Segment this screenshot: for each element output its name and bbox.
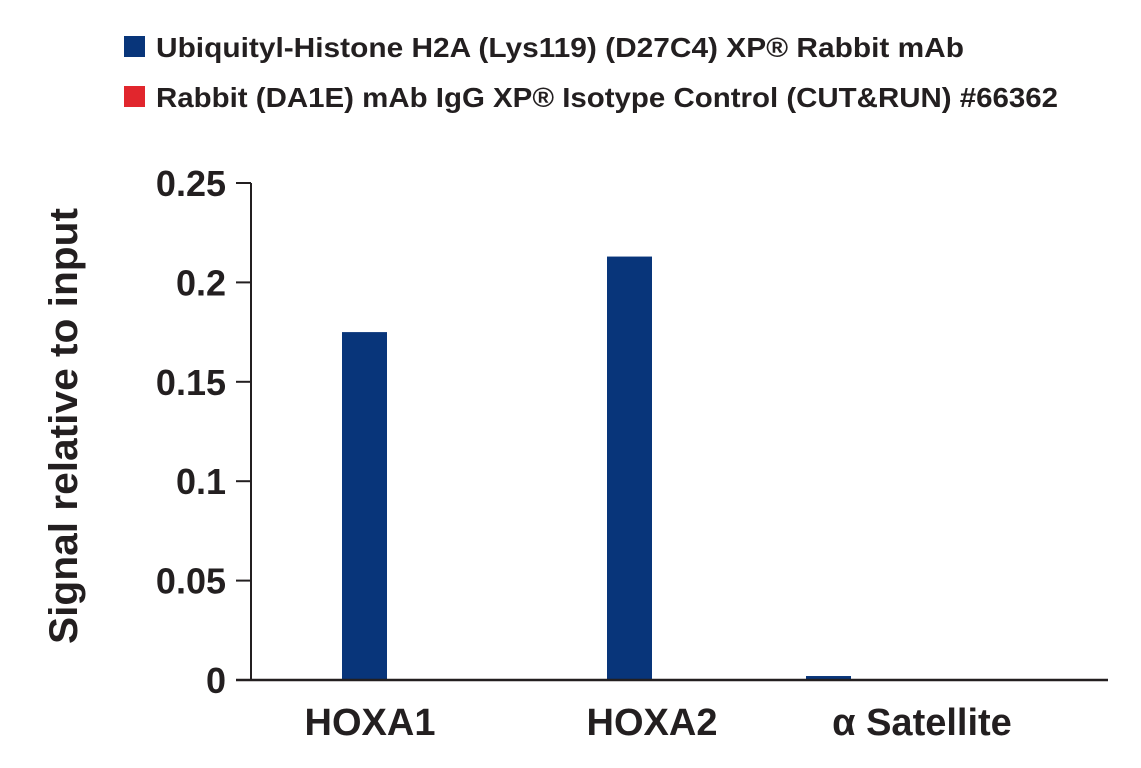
y-tick-label: 0.15	[156, 362, 226, 403]
y-tick-label: 0	[206, 660, 226, 701]
legend-label-series-2: Rabbit (DA1E) mAb IgG XP® Isotype Contro…	[156, 82, 1058, 113]
y-axis-title: Signal relative to input	[42, 208, 86, 644]
x-tick-label: HOXA1	[305, 702, 436, 744]
y-tick-label: 0.1	[176, 461, 226, 502]
y-tick-label: 0.25	[156, 163, 226, 204]
bar-1-hoxa2	[607, 256, 652, 680]
bar-1--satellite	[806, 676, 851, 680]
legend-swatch-series-2	[124, 86, 145, 107]
y-tick-label: 0.05	[156, 561, 226, 602]
y-tick-label: 0.2	[176, 262, 226, 303]
x-tick-label: HOXA2	[587, 702, 718, 744]
x-tick-label: α Satellite	[832, 702, 1012, 744]
legend: Ubiquityl-Histone H2A (Lys119) (D27C4) X…	[124, 32, 1058, 113]
legend-swatch-series-1	[124, 36, 145, 57]
bar-1-hoxa1	[342, 332, 387, 680]
legend-label-series-1: Ubiquityl-Histone H2A (Lys119) (D27C4) X…	[156, 32, 964, 63]
